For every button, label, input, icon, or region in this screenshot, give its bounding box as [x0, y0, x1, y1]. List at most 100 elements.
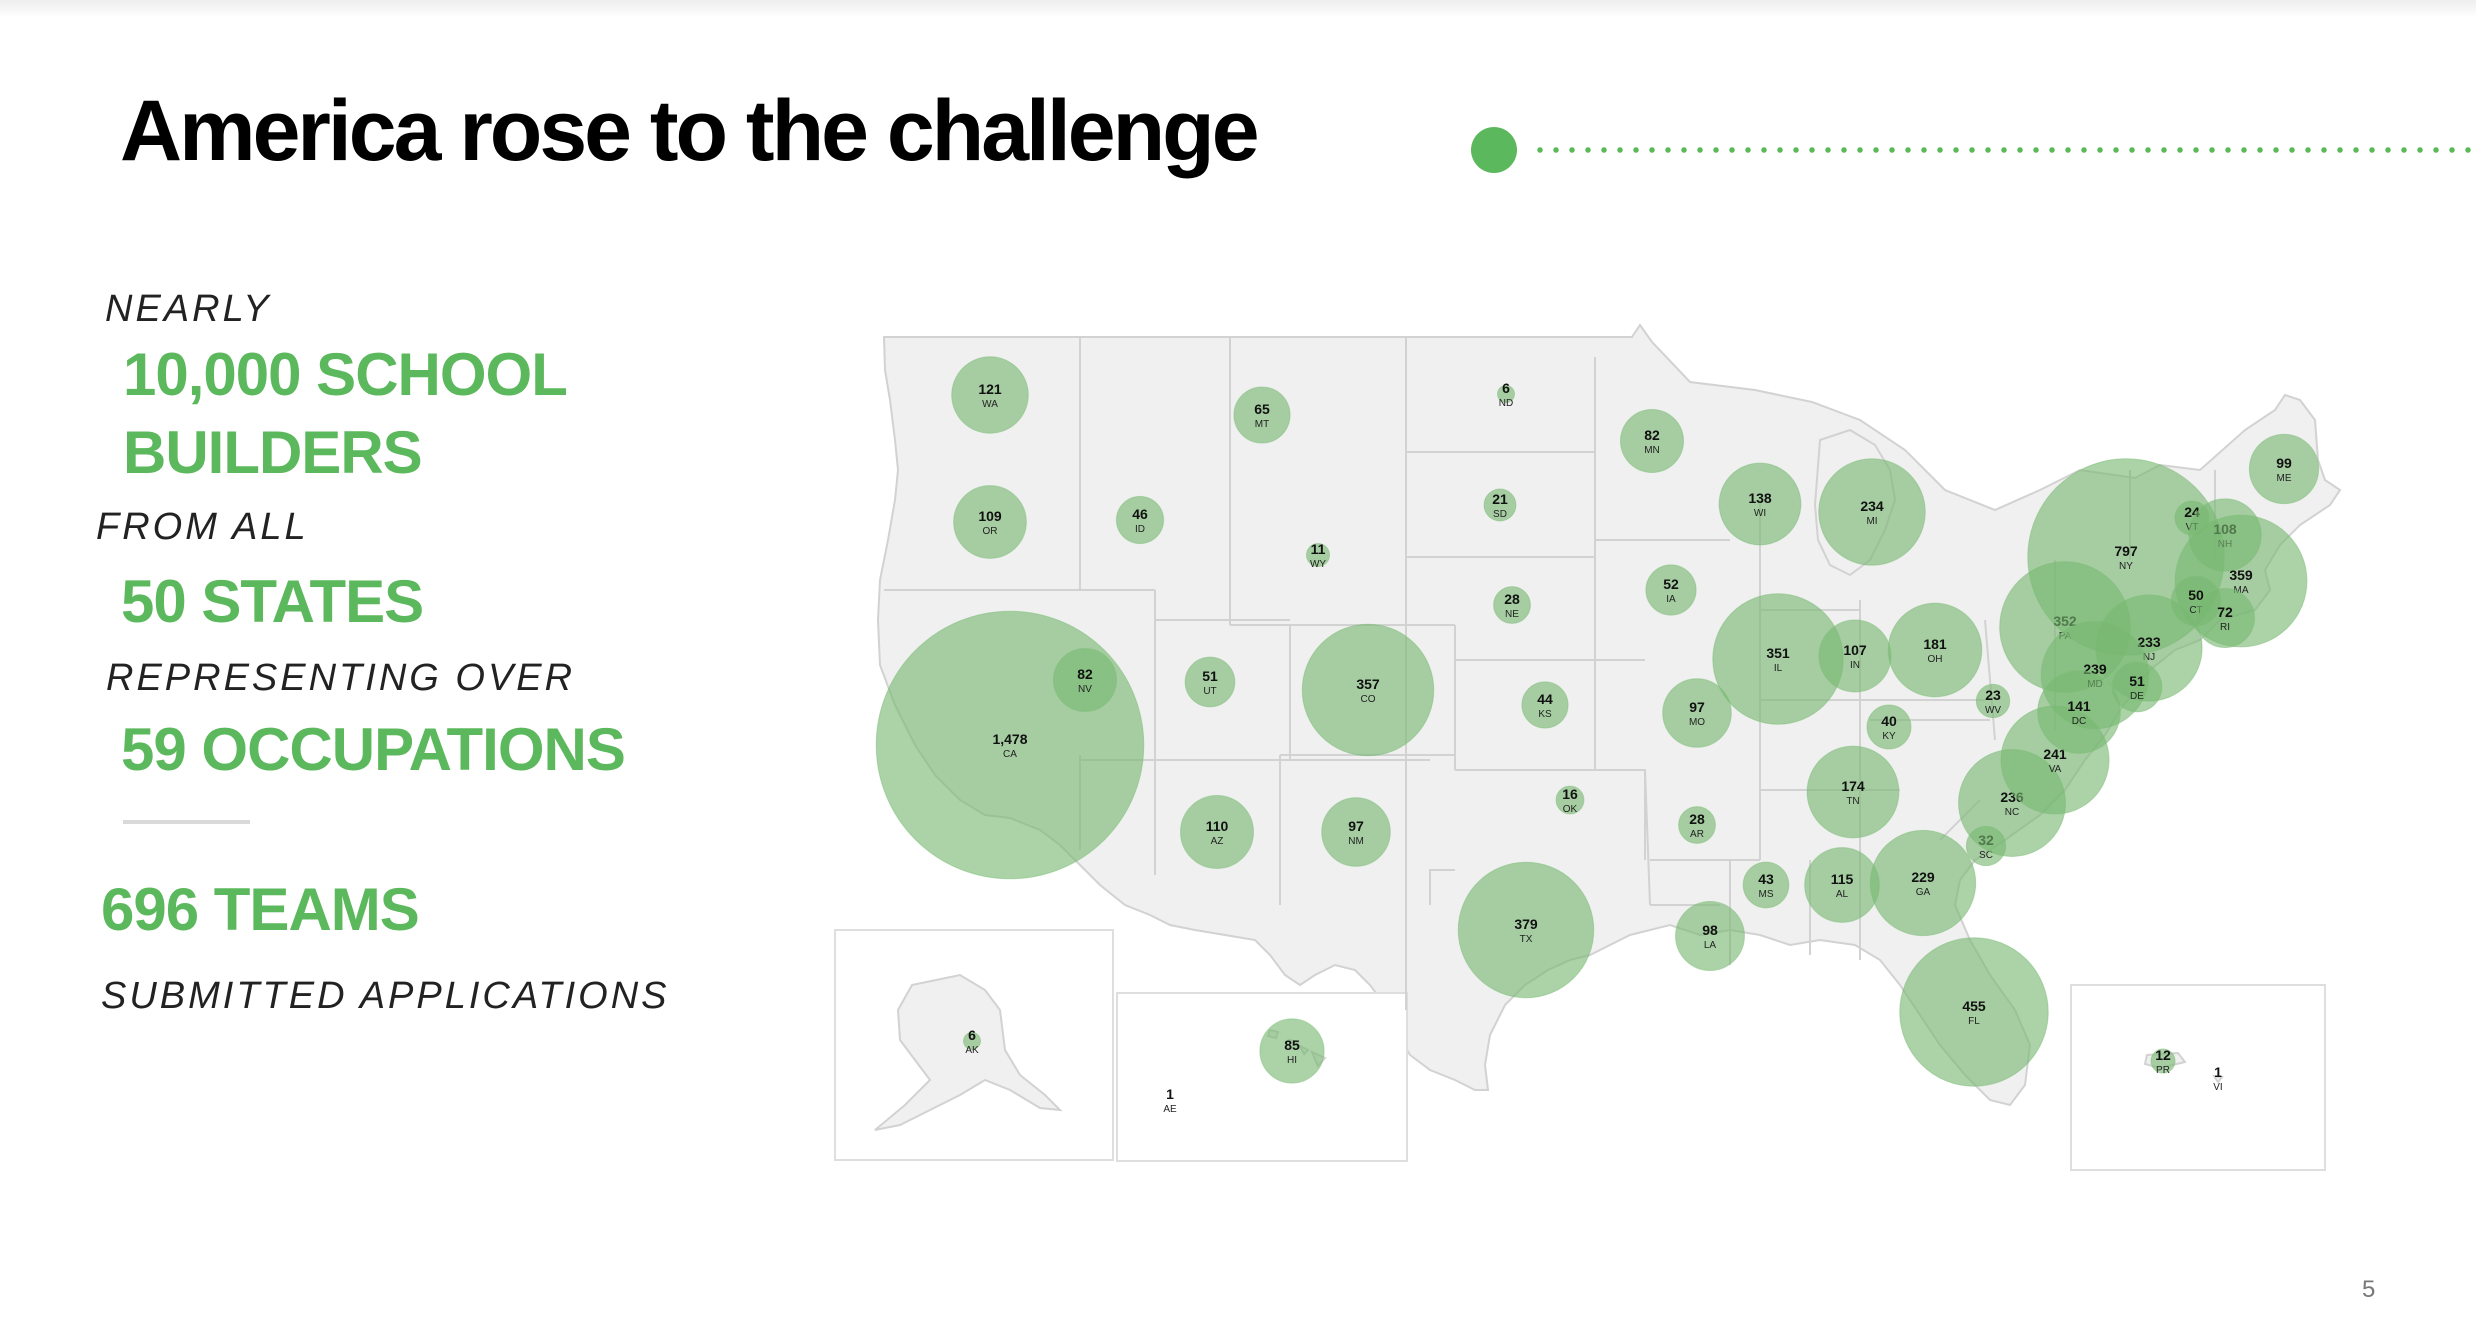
bubble-circle-me	[2248, 433, 2320, 505]
bubble-circle-ak	[962, 1031, 982, 1051]
bubble-value-al: 115	[1831, 871, 1854, 887]
bubble-ok: 16 OK	[1555, 785, 1585, 815]
bubble-mt: 65 MT	[1233, 386, 1291, 444]
bubble-la: 98 LA	[1675, 901, 1745, 971]
bubble-circle-mt	[1233, 386, 1291, 444]
bubble-circle-ut	[1184, 656, 1236, 708]
bubble-id: 46 ID	[1115, 495, 1165, 545]
bubble-circle-wy	[1305, 542, 1331, 568]
bubble-value-mt: 65	[1254, 401, 1270, 417]
bubble-value-nv: 82	[1077, 666, 1093, 682]
bubble-circle-la	[1675, 901, 1745, 971]
bubble-value-ut: 51	[1202, 668, 1218, 684]
bubble-circle-wv	[1975, 683, 2011, 719]
bubble-ia: 52 IA	[1645, 564, 1697, 616]
bubble-circle-nv	[1052, 647, 1118, 713]
stat-states: 50 STATES	[121, 568, 424, 635]
bubble-value-ky: 40	[1881, 713, 1897, 729]
bubble-abbr-vi: VI	[2213, 1082, 2222, 1093]
top-shadow	[0, 0, 2476, 18]
bubble-value-wy: 11	[1311, 541, 1326, 557]
bubble-value-in: 107	[1843, 642, 1867, 658]
bubble-ak: 6 AK	[962, 1027, 982, 1056]
bubble-ks: 44 KS	[1521, 681, 1569, 729]
bubble-circle-ga	[1869, 829, 1977, 937]
bubble-ga: 229 GA	[1869, 829, 1977, 937]
bubble-value-ok: 16	[1562, 786, 1578, 802]
stat-teams: 696 TEAMS	[101, 876, 420, 943]
stat-nearly: NEARLY	[105, 288, 272, 330]
bubble-tn: 174 TN	[1806, 745, 1900, 839]
bubble-value-vi: 1	[2214, 1064, 2222, 1080]
pr-vi-inset-frame	[2070, 984, 2326, 1171]
bubble-mo: 97 MO	[1662, 678, 1732, 748]
bubble-mn: 82 MN	[1619, 408, 1685, 474]
bubble-circle-pr	[2150, 1048, 2176, 1074]
bubble-ca: 1,478 CA	[875, 610, 1145, 880]
bubble-value-co: 357	[1356, 676, 1380, 692]
bubble-ar: 28 AR	[1678, 806, 1716, 844]
page-title: America rose to the challenge	[120, 83, 1260, 179]
bubble-abbr-mn: MN	[1644, 445, 1660, 456]
bubble-abbr-nc: NC	[2005, 807, 2019, 818]
bubble-circle-az	[1180, 795, 1254, 869]
bubble-circle-tn	[1806, 745, 1900, 839]
bubble-value-nm: 97	[1348, 818, 1364, 834]
bubble-ne: 28 NE	[1493, 586, 1531, 624]
bubble-abbr-ae: AE	[1163, 1104, 1177, 1115]
alaska-land	[874, 973, 1063, 1131]
bubble-circle-or	[953, 485, 1027, 559]
stat-representing: REPRESENTING OVER	[106, 657, 576, 699]
bubble-circle-ne	[1493, 586, 1531, 624]
bubble-circle-fl	[1899, 937, 2049, 1087]
bubble-value-id: 46	[1132, 506, 1148, 522]
bubble-vi: 1 VI	[2213, 1064, 2222, 1093]
bubble-abbr-nv: NV	[1078, 684, 1092, 695]
bubble-or: 109 OR	[953, 485, 1027, 559]
bubble-hi: 85 HI	[1259, 1018, 1325, 1084]
bubble-abbr-wy: WY	[1310, 559, 1326, 570]
bubble-abbr-ia: IA	[1666, 594, 1676, 605]
bubble-value-ca: 1,478	[992, 731, 1027, 747]
bubble-sd: 21 SD	[1483, 488, 1517, 522]
bubble-value-wa: 121	[978, 381, 1002, 397]
bubble-value-dc: 141	[2067, 698, 2091, 714]
bubble-nd: 6 ND	[1496, 380, 1516, 409]
bubble-in: 107 IN	[1818, 619, 1892, 693]
bubble-value-va: 241	[2043, 746, 2067, 762]
stat-builders-line2: BUILDERS	[123, 419, 423, 486]
bubble-pr: 12 PR	[2150, 1047, 2176, 1076]
bubble-tx: 379 TX	[1457, 861, 1595, 999]
bubble-circle-id	[1115, 495, 1165, 545]
bubble-value-ia: 52	[1663, 576, 1679, 592]
bubble-abbr-de: DE	[2130, 691, 2144, 702]
bubble-value-ga: 229	[1911, 869, 1935, 885]
bubble-abbr-va: VA	[2049, 764, 2062, 775]
bubble-circle-tx	[1457, 861, 1595, 999]
bubble-circle-nd	[1496, 384, 1516, 404]
bubble-circle-ia	[1645, 564, 1697, 616]
bubble-value-mi: 234	[1860, 498, 1884, 514]
bubble-value-hi: 85	[1284, 1037, 1300, 1053]
bubble-circle-mo	[1662, 678, 1732, 748]
bubble-value-mn: 82	[1644, 427, 1660, 443]
bubble-value-la: 98	[1702, 922, 1718, 938]
bubble-ri: 72 RI	[2194, 587, 2256, 649]
bubble-circle-co	[1301, 623, 1435, 757]
bubble-wa: 121 WA	[951, 356, 1029, 434]
bubble-value-sd: 21	[1492, 491, 1508, 507]
bubble-value-ks: 44	[1537, 691, 1553, 707]
bubble-abbr-ny: NY	[2119, 561, 2133, 572]
page-number: 5	[2362, 1276, 2376, 1303]
bubble-value-nd: 6	[1502, 380, 1510, 396]
bubble-abbr-ar: AR	[1690, 829, 1704, 840]
bubble-circle-ok	[1555, 785, 1585, 815]
bubble-value-ne: 28	[1504, 591, 1520, 607]
bubble-az: 110 AZ	[1180, 795, 1254, 869]
bubble-value-wv: 23	[1985, 687, 2001, 703]
bubble-abbr-id: ID	[1135, 524, 1145, 535]
bubble-abbr-dc: DC	[2072, 716, 2086, 727]
bubble-nv: 82 NV	[1052, 647, 1118, 713]
bubble-abbr-ms: MS	[1759, 889, 1774, 900]
bubble-abbr-or: OR	[983, 526, 998, 537]
